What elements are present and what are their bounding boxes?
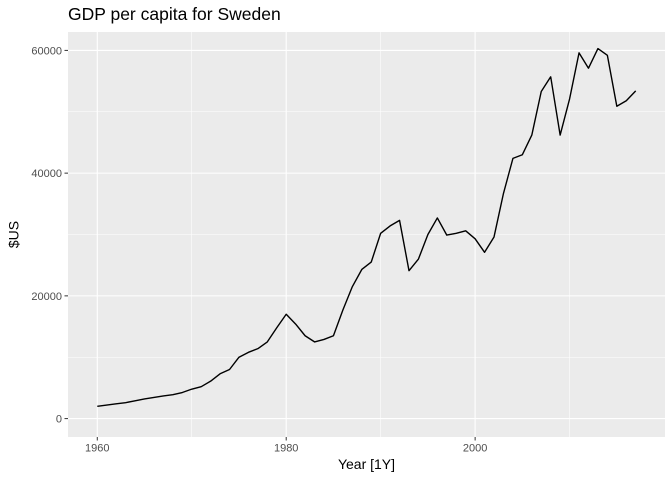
- y-tick-label: 40000: [31, 168, 62, 180]
- y-tick-label: 0: [56, 414, 62, 426]
- x-tick-label: 1980: [274, 443, 298, 455]
- chart-title: GDP per capita for Sweden: [68, 4, 281, 24]
- x-axis-title: Year [1Y]: [338, 456, 395, 472]
- x-tick-label: 2000: [463, 443, 487, 455]
- grid-major: [68, 32, 665, 437]
- series-line: [97, 47, 637, 408]
- axis-ticks: [64, 49, 476, 441]
- y-tick-label: 60000: [31, 45, 62, 57]
- y-axis-title: $US: [6, 221, 22, 248]
- y-tick-label: 20000: [31, 291, 62, 303]
- x-tick-label: 1960: [85, 443, 109, 455]
